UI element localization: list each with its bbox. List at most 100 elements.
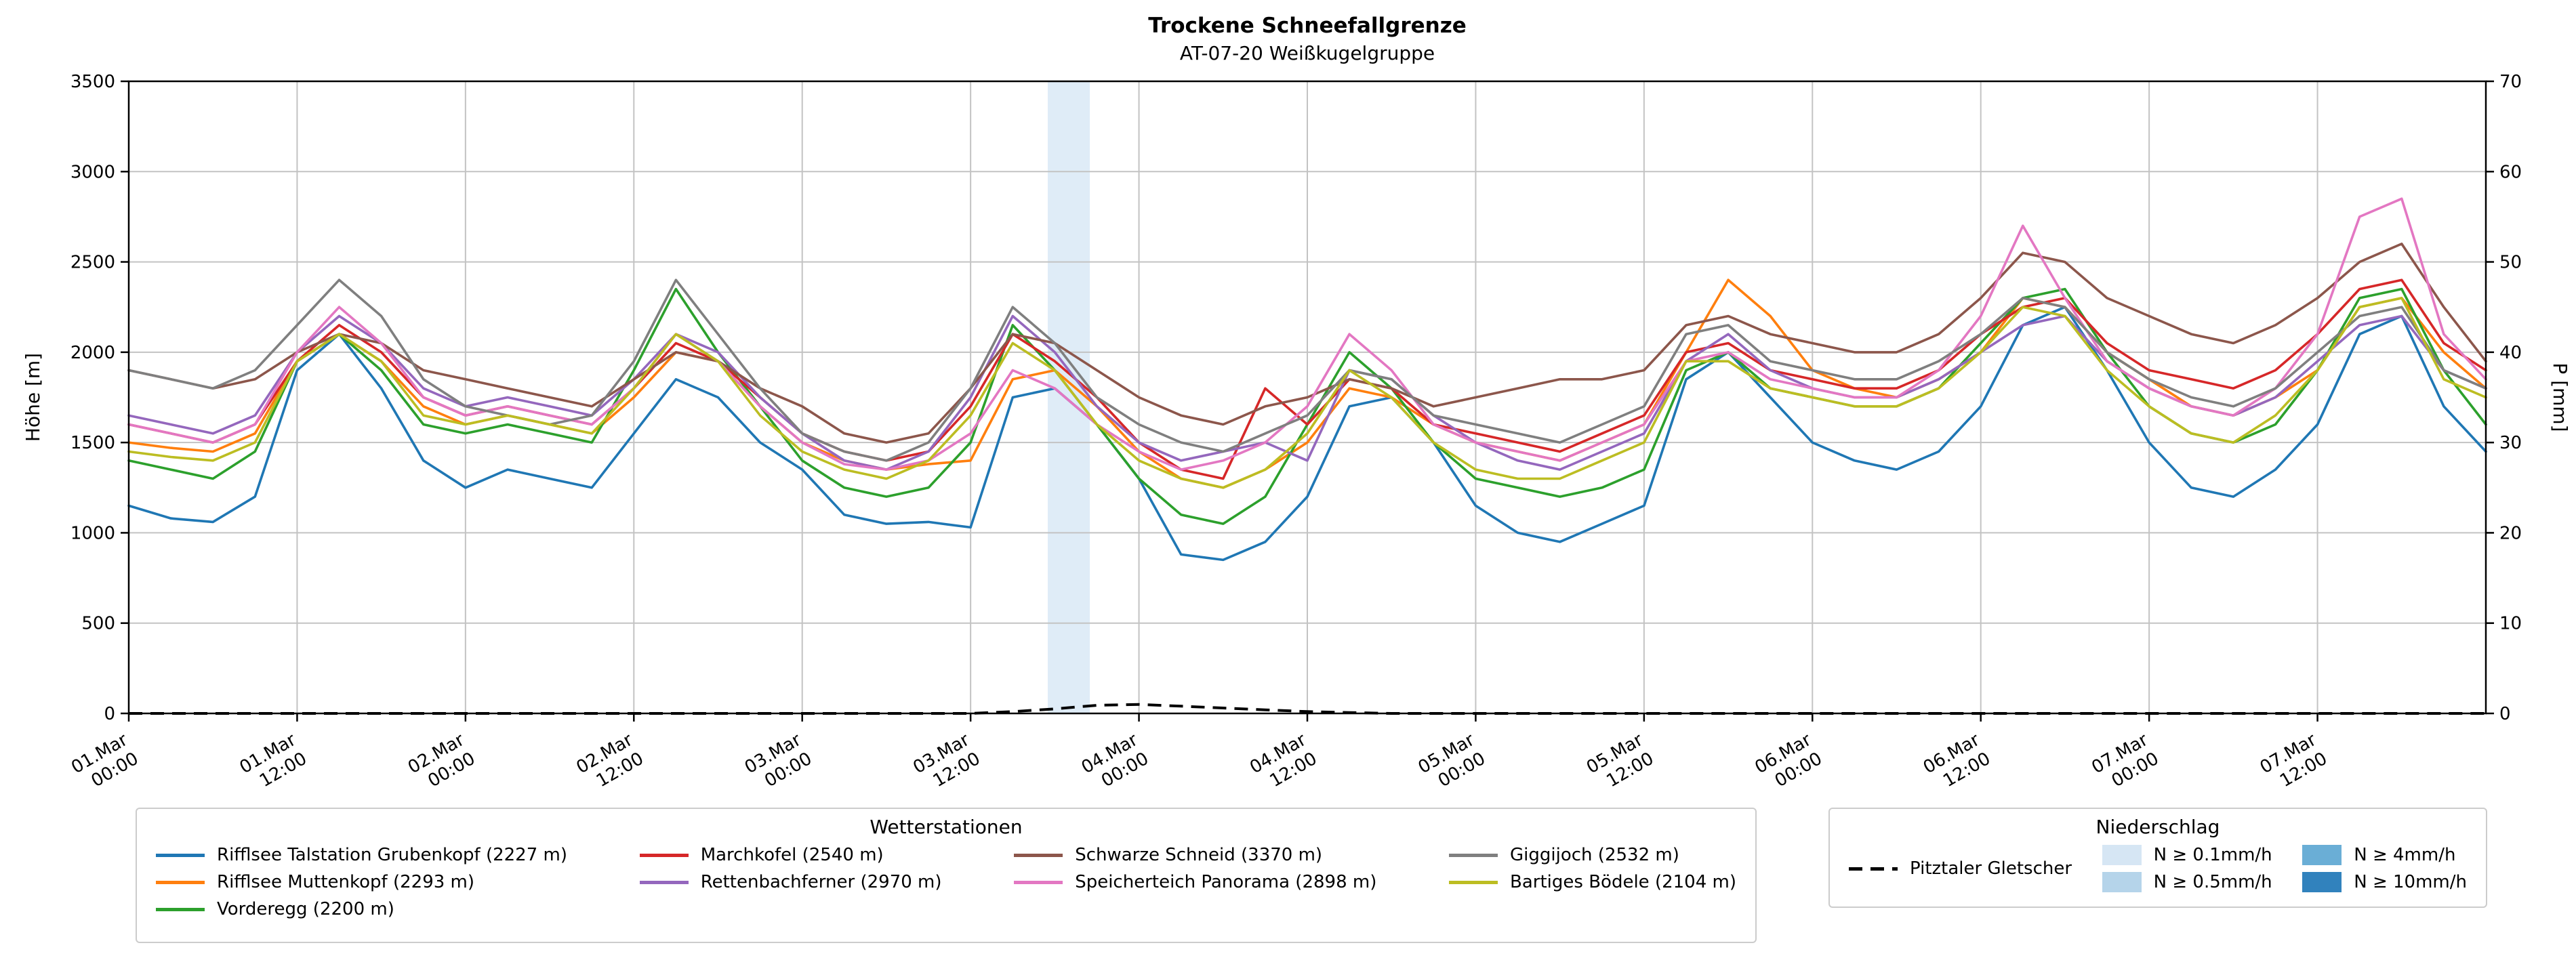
tick-labels: 0 500 1000 1500 2000 2500 3000 3500 0 10 20 30 40 50 6… [68, 72, 2522, 797]
x-tick-label: 07.Mar00:00 [2088, 730, 2163, 797]
chart-subtitle: AT-07-20 Weißkugelgruppe [1179, 42, 1435, 64]
legend-niederschlag-title: Niederschlag [2095, 816, 2220, 838]
series-color-swatch [1014, 880, 1063, 884]
series-line [127, 197, 2487, 471]
precip-patch-swatch [2102, 845, 2142, 865]
legend-column: N ≥ 4mm/h N ≥ 10mm/h [2302, 845, 2467, 892]
legend-wetterstationen-title: Wetterstationen [870, 816, 1023, 838]
legend-column: Giggijoch (2532 m) Bartiges Bödele (2104 … [1449, 845, 1736, 892]
x-tick-label: 07.Mar12:00 [2257, 730, 2331, 797]
legend-item-label: Speicherteich Panorama (2898 m) [1075, 872, 1377, 892]
legend-item-label: N ≥ 0.5mm/h [2153, 872, 2272, 892]
precip-patch-swatch [2302, 845, 2342, 865]
legend-item-label: Rifflsee Muttenkopf (2293 m) [217, 872, 475, 892]
legend-item-label: Giggijoch (2532 m) [1510, 845, 1679, 865]
y2-tick-label: 70 [2499, 72, 2522, 92]
y-tick-label: 2500 [70, 253, 115, 273]
x-tick-label: 01.Mar00:00 [68, 730, 142, 797]
axis-labels: Höhe [m] P [mm] [22, 353, 2571, 442]
tick-marks [121, 80, 2494, 722]
x-tick-label: 06.Mar00:00 [1751, 730, 1826, 797]
y2-tick-label: 30 [2499, 433, 2522, 453]
x-tick-label: 05.Mar12:00 [1583, 730, 1658, 797]
legend-item-label: Vorderegg (2200 m) [217, 899, 394, 919]
legend-wetterstationen-items: Rifflsee Talstation Grubenkopf (2227 m) R… [156, 845, 1736, 919]
y2-tick-label: 60 [2499, 162, 2522, 182]
legend-item-station: Rifflsee Muttenkopf (2293 m) [156, 872, 567, 892]
x-tick-label: 01.Mar12:00 [237, 730, 311, 797]
legend-column: Rifflsee Talstation Grubenkopf (2227 m) R… [156, 845, 567, 919]
series-line [127, 243, 2487, 444]
series-color-swatch [156, 853, 205, 857]
x-tick-label: 06.Mar12:00 [1920, 730, 1995, 797]
legend-niederschlag: Niederschlag Pitztaler Gletscher N ≥ 0.1m… [1828, 808, 2487, 908]
legend-item-precip: N ≥ 0.1mm/h [2102, 845, 2272, 865]
legend-item-station: Bartiges Bödele (2104 m) [1449, 872, 1736, 892]
legend-item-station: Vorderegg (2200 m) [156, 899, 567, 919]
x-tick-label: 04.Mar12:00 [1246, 730, 1321, 797]
x-tick-label: 02.Mar00:00 [405, 730, 479, 797]
x-tick-label: 05.Mar00:00 [1415, 730, 1490, 797]
legend-item-label: Marchkofel (2540 m) [700, 845, 884, 865]
legend-item-station: Rettenbachferner (2970 m) [639, 872, 942, 892]
legend-item-precip: N ≥ 0.5mm/h [2102, 872, 2272, 892]
precip-patch-swatch [2302, 872, 2342, 892]
legend-item-label: N ≥ 0.1mm/h [2153, 845, 2272, 865]
legend-column: Marchkofel (2540 m) Rettenbachferner (297… [639, 845, 942, 892]
legend-item-station: Rifflsee Talstation Grubenkopf (2227 m) [156, 845, 567, 865]
legend-column: N ≥ 0.1mm/h N ≥ 0.5mm/h [2102, 845, 2272, 892]
series-line [127, 297, 2487, 489]
legend-item-station: Giggijoch (2532 m) [1449, 845, 1736, 865]
series-color-swatch [1449, 853, 1498, 857]
series-color-swatch [1014, 853, 1063, 857]
legend-item-station: Schwarze Schneid (3370 m) [1014, 845, 1376, 865]
y-axis-label: Höhe [m] [22, 353, 44, 442]
y2-tick-label: 40 [2499, 343, 2522, 363]
legend-item-station: Marchkofel (2540 m) [639, 845, 942, 865]
legend-item-station: Speicherteich Panorama (2898 m) [1014, 872, 1376, 892]
legend-item-glacier: Pitztaler Gletscher [1849, 858, 2072, 879]
y2-tick-label: 20 [2499, 523, 2522, 543]
series-color-swatch [639, 853, 689, 857]
y2-axis-label: P [mm] [2549, 362, 2571, 432]
series-color-swatch [156, 880, 205, 884]
legend-item-label: Schwarze Schneid (3370 m) [1075, 845, 1323, 865]
legend-niederschlag-items: Pitztaler Gletscher N ≥ 0.1mm/h N ≥ 0.5mm/… [1849, 845, 2467, 892]
series-color-swatch [156, 907, 205, 911]
y-tick-label: 3000 [70, 162, 115, 182]
series-line [127, 314, 2487, 471]
legend-item-label: N ≥ 10mm/h [2354, 872, 2467, 892]
series-color-swatch [1449, 880, 1498, 884]
series-color-swatch [639, 880, 689, 884]
legend-item-label: Rettenbachferner (2970 m) [700, 872, 942, 892]
x-tick-label: 02.Mar12:00 [573, 730, 647, 797]
series-line [127, 306, 2487, 562]
precip-patch-swatch [2102, 872, 2142, 892]
y-tick-label: 2000 [70, 343, 115, 363]
legend-item-label: Rifflsee Talstation Grubenkopf (2227 m) [217, 845, 568, 865]
x-tick-label: 04.Mar00:00 [1078, 730, 1153, 797]
y-tick-label: 3500 [70, 72, 115, 92]
legend-item-label: Pitztaler Gletscher [1910, 858, 2072, 879]
legend-item-label: Bartiges Bödele (2104 m) [1510, 872, 1736, 892]
precip-band [1048, 81, 1090, 713]
y-tick-label: 0 [104, 704, 115, 724]
y-tick-label: 1500 [70, 433, 115, 453]
precip-bands [1048, 81, 1090, 713]
legend-item-precip: N ≥ 10mm/h [2302, 872, 2467, 892]
x-tick-label: 03.Mar00:00 [741, 730, 816, 797]
y2-tick-label: 0 [2499, 704, 2511, 724]
legend-wetterstationen: Wetterstationen Rifflsee Talstation Grub… [136, 808, 1757, 943]
x-tick-label: 03.Mar12:00 [909, 730, 984, 797]
legend-item-precip: N ≥ 4mm/h [2302, 845, 2467, 865]
dashed-line-swatch [1849, 867, 1898, 871]
series-lines [127, 197, 2487, 562]
y-tick-label: 500 [81, 614, 115, 634]
y-tick-label: 1000 [70, 523, 115, 543]
y2-tick-label: 10 [2499, 614, 2522, 634]
chart-title: Trockene Schneefallgrenze [1148, 14, 1467, 38]
legend-item-label: N ≥ 4mm/h [2354, 845, 2456, 865]
y2-tick-label: 50 [2499, 253, 2522, 273]
